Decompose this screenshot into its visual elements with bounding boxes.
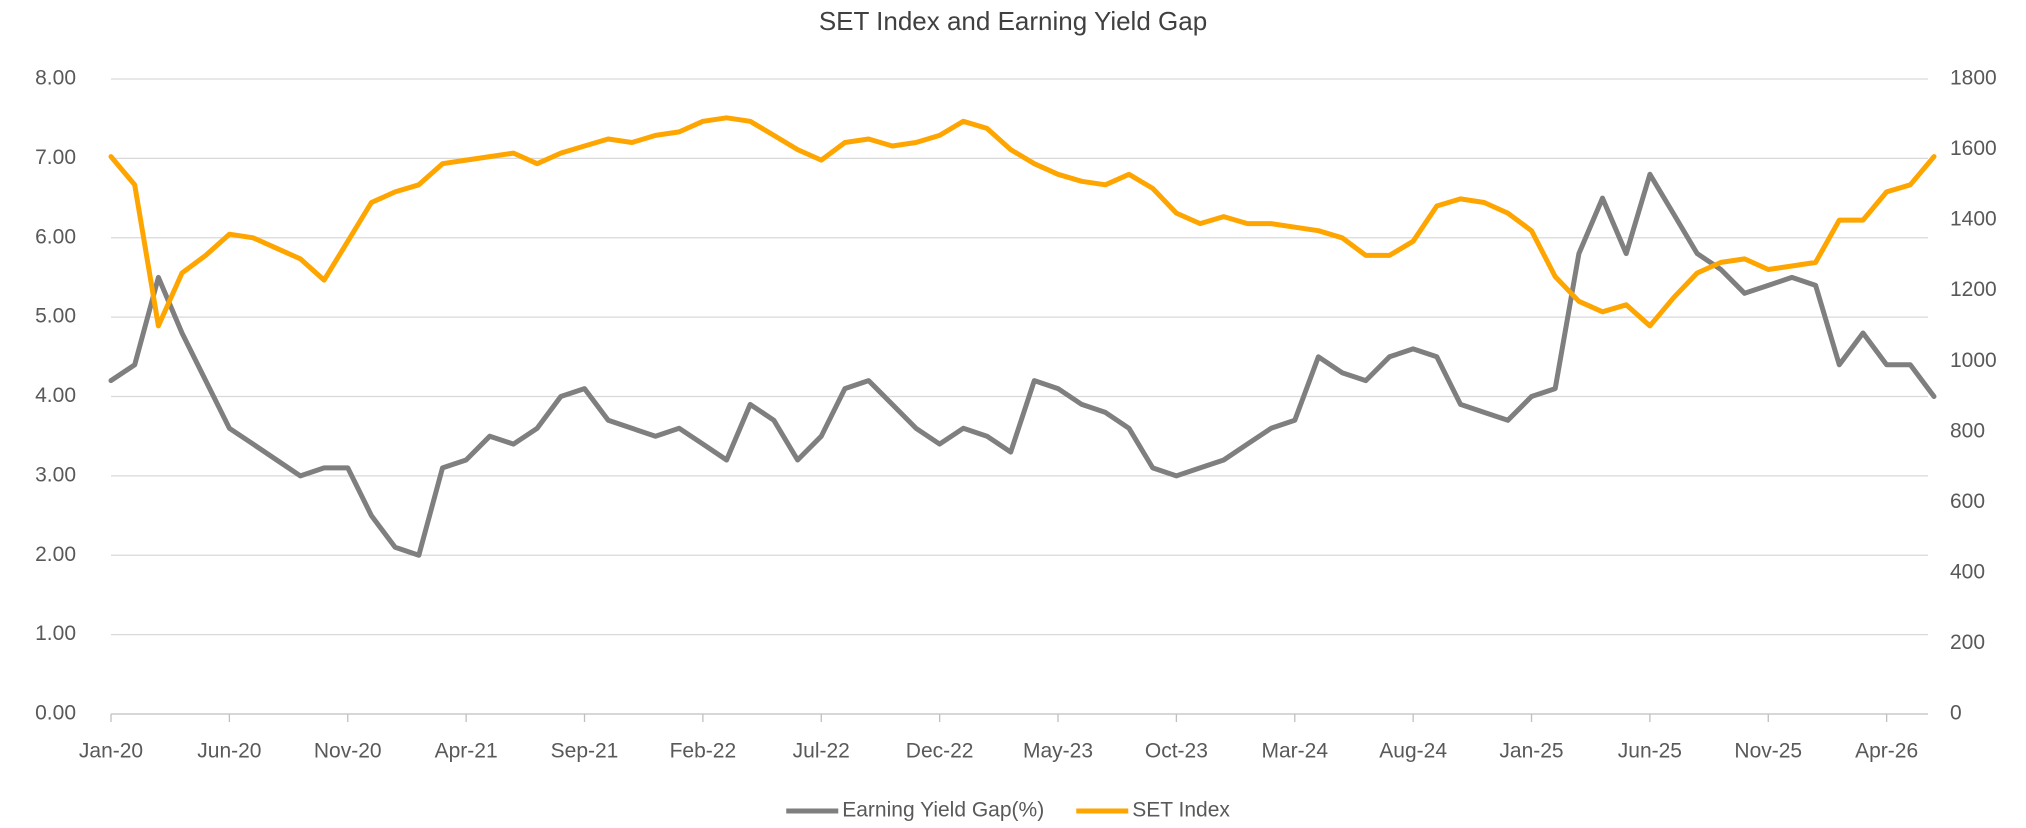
y2-tick-label: 1200: [1950, 278, 1997, 301]
x-tick-label: Nov-20: [314, 740, 382, 763]
legend-label: Earning Yield Gap(%): [842, 799, 1044, 822]
y-tick-label: 7.00: [35, 146, 76, 169]
x-tick-label: Jun-20: [197, 740, 261, 763]
x-tick-label: Feb-22: [670, 740, 737, 763]
y2-tick-label: 1400: [1950, 208, 1997, 231]
legend-label: SET Index: [1132, 799, 1230, 822]
y2-tick-label: 200: [1950, 631, 1985, 654]
y2-tick-label: 0: [1950, 702, 1962, 725]
x-tick-label: Jan-25: [1499, 740, 1563, 763]
x-tick-label: Jul-22: [793, 740, 850, 763]
chart-title: SET Index and Earning Yield Gap: [819, 6, 1207, 36]
y-tick-label: 4.00: [35, 384, 76, 407]
x-tick-label: Jan-20: [79, 740, 143, 763]
y2-tick-label: 600: [1950, 490, 1985, 513]
x-tick-label: May-23: [1023, 740, 1093, 763]
y2-tick-label: 1800: [1950, 67, 1997, 90]
y2-tick-label: 1600: [1950, 137, 1997, 160]
x-tick-label: Sep-21: [551, 740, 619, 763]
x-tick-label: Dec-22: [906, 740, 974, 763]
y2-tick-label: 400: [1950, 560, 1985, 583]
y-tick-label: 0.00: [35, 702, 76, 725]
y2-tick-label: 800: [1950, 419, 1985, 442]
x-tick-label: Aug-24: [1379, 740, 1447, 763]
x-tick-label: Mar-24: [1262, 740, 1329, 763]
y-tick-label: 1.00: [35, 622, 76, 645]
y-tick-label: 8.00: [35, 67, 76, 90]
x-tick-label: Apr-26: [1855, 740, 1918, 763]
x-tick-label: Apr-21: [435, 740, 498, 763]
y-tick-label: 6.00: [35, 225, 76, 248]
y2-tick-label: 1000: [1950, 349, 1997, 372]
y-tick-label: 3.00: [35, 463, 76, 486]
series-line: [108, 171, 1937, 558]
y-tick-label: 5.00: [35, 305, 76, 328]
y-tick-label: 2.00: [35, 543, 76, 566]
x-tick-label: Oct-23: [1145, 740, 1208, 763]
x-tick-label: Nov-25: [1734, 740, 1802, 763]
series-line: [108, 115, 1937, 329]
x-tick-label: Jun-25: [1618, 740, 1682, 763]
